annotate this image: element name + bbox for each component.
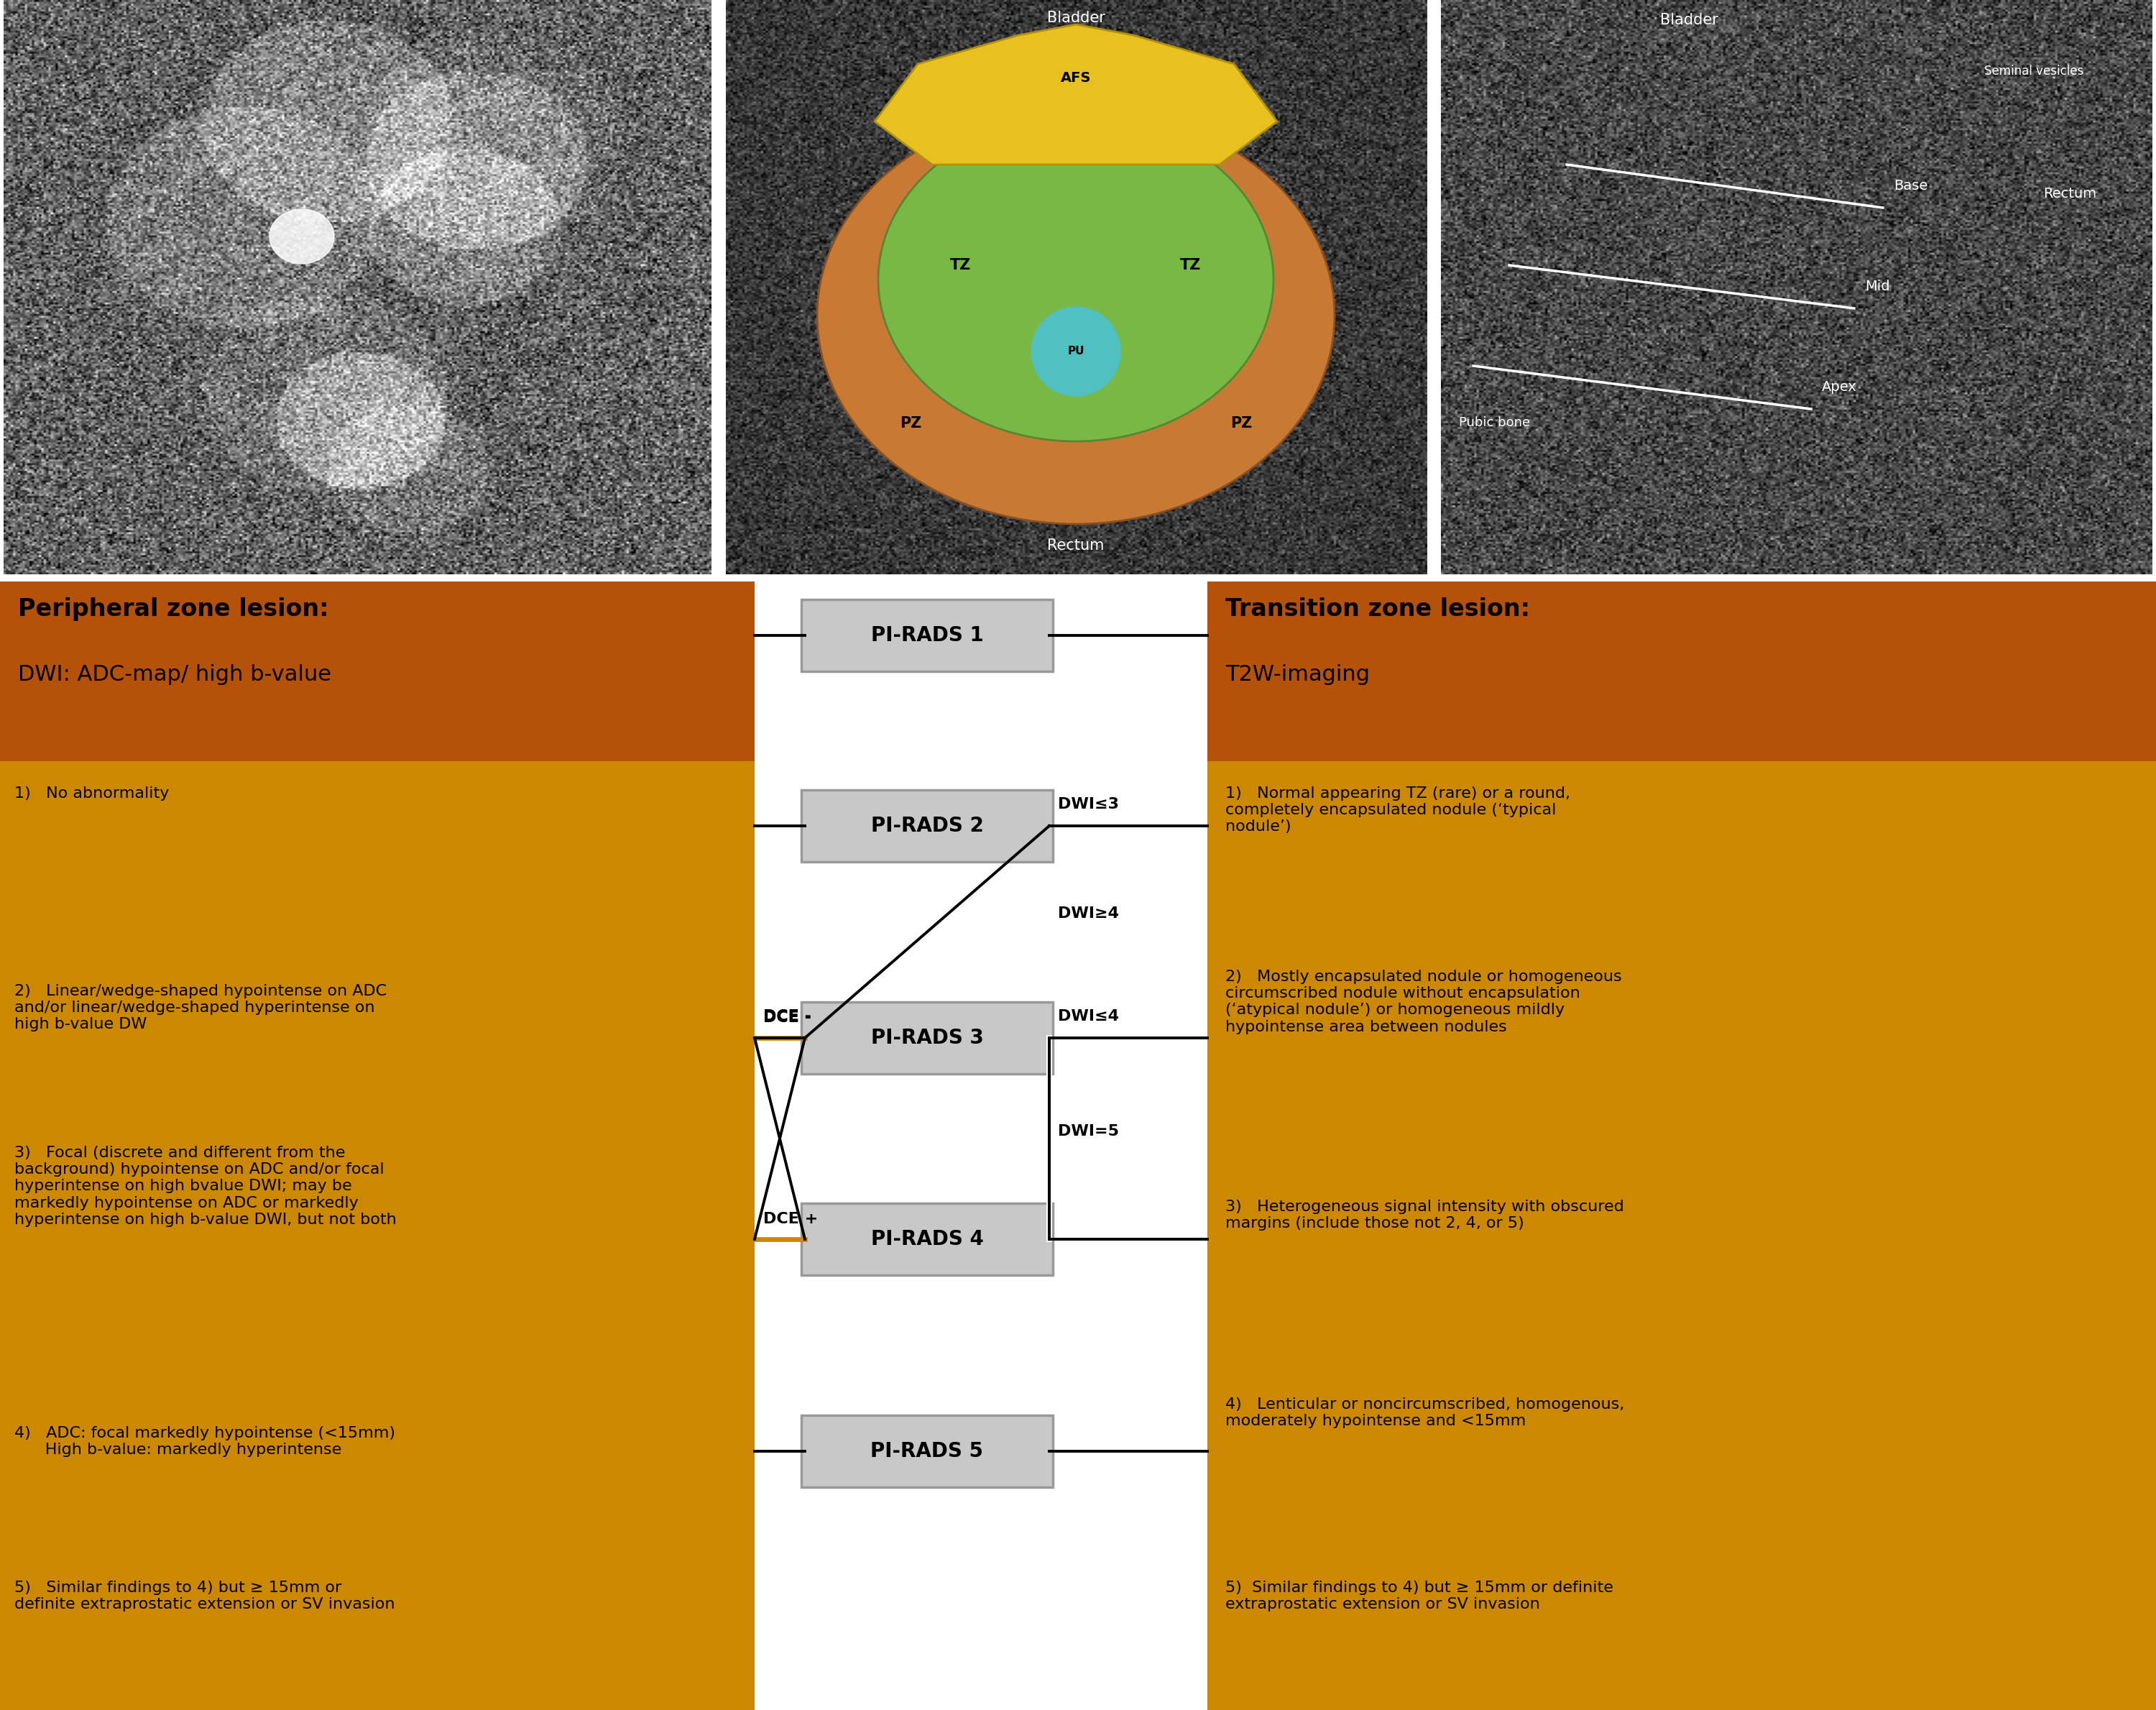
Text: Seminal vesicles: Seminal vesicles bbox=[1984, 65, 2083, 77]
Text: Rectum: Rectum bbox=[1048, 539, 1104, 552]
Text: PI-RADS 1: PI-RADS 1 bbox=[871, 626, 983, 645]
Text: 2)   Mostly encapsulated nodule or homogeneous
circumscribed nodule without enca: 2) Mostly encapsulated nodule or homogen… bbox=[1225, 970, 1621, 1035]
Text: TZ: TZ bbox=[1179, 258, 1201, 272]
FancyBboxPatch shape bbox=[802, 1002, 1052, 1074]
FancyBboxPatch shape bbox=[802, 790, 1052, 862]
Text: DWI≤3: DWI≤3 bbox=[1059, 797, 1119, 812]
Text: DCE -: DCE - bbox=[763, 1009, 811, 1024]
Text: Peripheral zone lesion:: Peripheral zone lesion: bbox=[17, 597, 328, 621]
FancyBboxPatch shape bbox=[1207, 581, 2156, 761]
Text: TZ: TZ bbox=[951, 258, 972, 272]
Text: PI-RADS 5: PI-RADS 5 bbox=[871, 1442, 983, 1462]
Text: Base: Base bbox=[1893, 180, 1927, 193]
Text: 4)   Lenticular or noncircumscribed, homogenous,
moderately hypointense and <15m: 4) Lenticular or noncircumscribed, homog… bbox=[1225, 1397, 1623, 1428]
Polygon shape bbox=[270, 209, 334, 263]
FancyBboxPatch shape bbox=[0, 581, 755, 761]
Text: Transition zone lesion:: Transition zone lesion: bbox=[1225, 597, 1531, 621]
Text: PI-RADS 3: PI-RADS 3 bbox=[871, 1028, 983, 1048]
Text: 1)   No abnormality: 1) No abnormality bbox=[15, 787, 168, 800]
Text: PZ: PZ bbox=[1231, 416, 1253, 431]
FancyBboxPatch shape bbox=[1207, 761, 2156, 1710]
Circle shape bbox=[1031, 306, 1121, 397]
Text: PZ: PZ bbox=[899, 416, 921, 431]
Text: DWI: ADC-map/ high b-value: DWI: ADC-map/ high b-value bbox=[17, 663, 332, 686]
Text: 3)   Heterogeneous signal intensity with obscured
margins (include those not 2, : 3) Heterogeneous signal intensity with o… bbox=[1225, 1200, 1623, 1231]
Text: Mid: Mid bbox=[1865, 280, 1891, 294]
FancyBboxPatch shape bbox=[802, 1204, 1052, 1276]
Text: DWI=5: DWI=5 bbox=[1059, 1123, 1119, 1139]
Text: PU: PU bbox=[1067, 345, 1084, 357]
Text: AFS: AFS bbox=[1061, 72, 1091, 86]
Polygon shape bbox=[875, 24, 1276, 164]
Text: Bladder: Bladder bbox=[1048, 10, 1104, 26]
Text: 2)   Linear/wedge-shaped hypointense on ADC
and/or linear/wedge-shaped hyperinte: 2) Linear/wedge-shaped hypointense on AD… bbox=[15, 983, 386, 1031]
Text: 4)   ADC: focal markedly hypointense (<15mm)
      High b-value: markedly hyperi: 4) ADC: focal markedly hypointense (<15m… bbox=[15, 1426, 395, 1457]
FancyBboxPatch shape bbox=[802, 600, 1052, 672]
Text: DWI≤4: DWI≤4 bbox=[1059, 1009, 1119, 1024]
FancyBboxPatch shape bbox=[0, 761, 755, 1710]
Ellipse shape bbox=[817, 108, 1335, 523]
Text: 5)   Similar findings to 4) but ≥ 15mm or
definite extraprostatic extension or S: 5) Similar findings to 4) but ≥ 15mm or … bbox=[15, 1580, 395, 1611]
FancyBboxPatch shape bbox=[802, 1416, 1052, 1488]
Ellipse shape bbox=[877, 118, 1274, 441]
Text: DCE +: DCE + bbox=[763, 1212, 817, 1226]
Text: 3)   Focal (discrete and different from the
background) hypointense on ADC and/o: 3) Focal (discrete and different from th… bbox=[15, 1146, 397, 1226]
Text: 1)   Normal appearing TZ (rare) or a round,
completely encapsulated nodule (‘typ: 1) Normal appearing TZ (rare) or a round… bbox=[1225, 787, 1570, 834]
Text: Apex: Apex bbox=[1822, 381, 1856, 395]
Text: 5)  Similar findings to 4) but ≥ 15mm or definite
extraprostatic extension or SV: 5) Similar findings to 4) but ≥ 15mm or … bbox=[1225, 1580, 1613, 1611]
Text: T2W-imaging: T2W-imaging bbox=[1225, 663, 1369, 686]
Text: Bladder: Bladder bbox=[1660, 14, 1718, 27]
Text: Pubic bone: Pubic bone bbox=[1460, 416, 1531, 429]
Text: DWI≥4: DWI≥4 bbox=[1059, 906, 1119, 922]
Text: DCE -: DCE - bbox=[763, 1011, 811, 1024]
Text: PI-RADS 4: PI-RADS 4 bbox=[871, 1229, 983, 1250]
Text: PI-RADS 2: PI-RADS 2 bbox=[871, 816, 983, 836]
Text: Rectum: Rectum bbox=[2044, 186, 2096, 200]
